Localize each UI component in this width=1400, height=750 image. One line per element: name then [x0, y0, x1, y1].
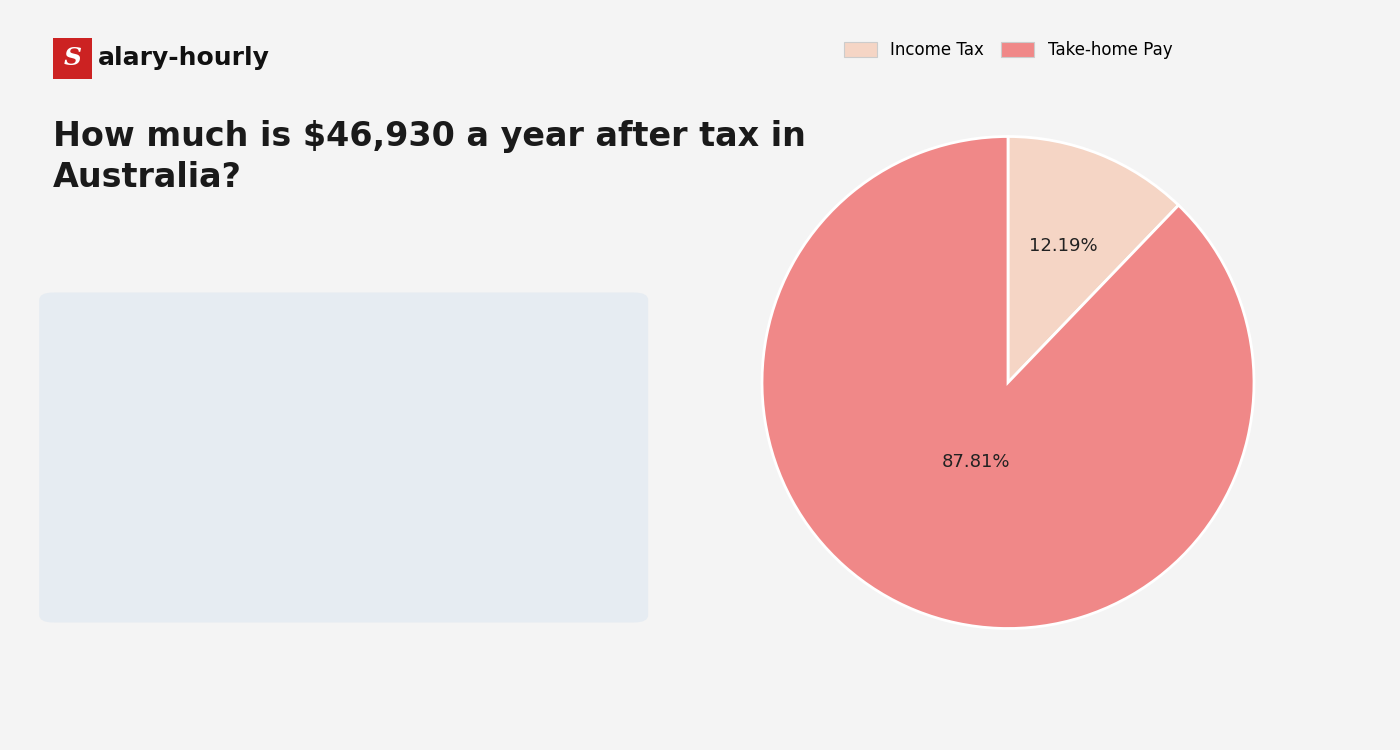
Text: in: in	[575, 357, 598, 376]
Text: A Yearly salary of $46,930 is approximately: A Yearly salary of $46,930 is approximat…	[81, 357, 494, 376]
Text: alary-hourly: alary-hourly	[98, 46, 270, 70]
Text: A Yearly salary of $46,930 is approximately $41,211 after tax: A Yearly salary of $46,930 is approximat…	[81, 357, 624, 380]
Text: •  Gross pay: $46,930: • Gross pay: $46,930	[98, 476, 294, 494]
Text: S: S	[64, 46, 81, 70]
Text: •  Income Tax: $5,719: • Income Tax: $5,719	[98, 526, 297, 544]
Legend: Income Tax, Take-home Pay: Income Tax, Take-home Pay	[837, 34, 1179, 65]
Text: 12.19%: 12.19%	[1029, 236, 1098, 254]
Wedge shape	[762, 136, 1254, 628]
Text: •  Take-home pay: $41,211: • Take-home pay: $41,211	[98, 578, 342, 596]
Text: 87.81%: 87.81%	[942, 453, 1009, 471]
Text: $41,211 after tax: $41,211 after tax	[437, 357, 620, 376]
Text: Australia?: Australia?	[53, 161, 242, 194]
Text: Australia for a resident.: Australia for a resident.	[81, 416, 302, 436]
Text: How much is $46,930 a year after tax in: How much is $46,930 a year after tax in	[53, 120, 806, 153]
Wedge shape	[1008, 136, 1179, 382]
